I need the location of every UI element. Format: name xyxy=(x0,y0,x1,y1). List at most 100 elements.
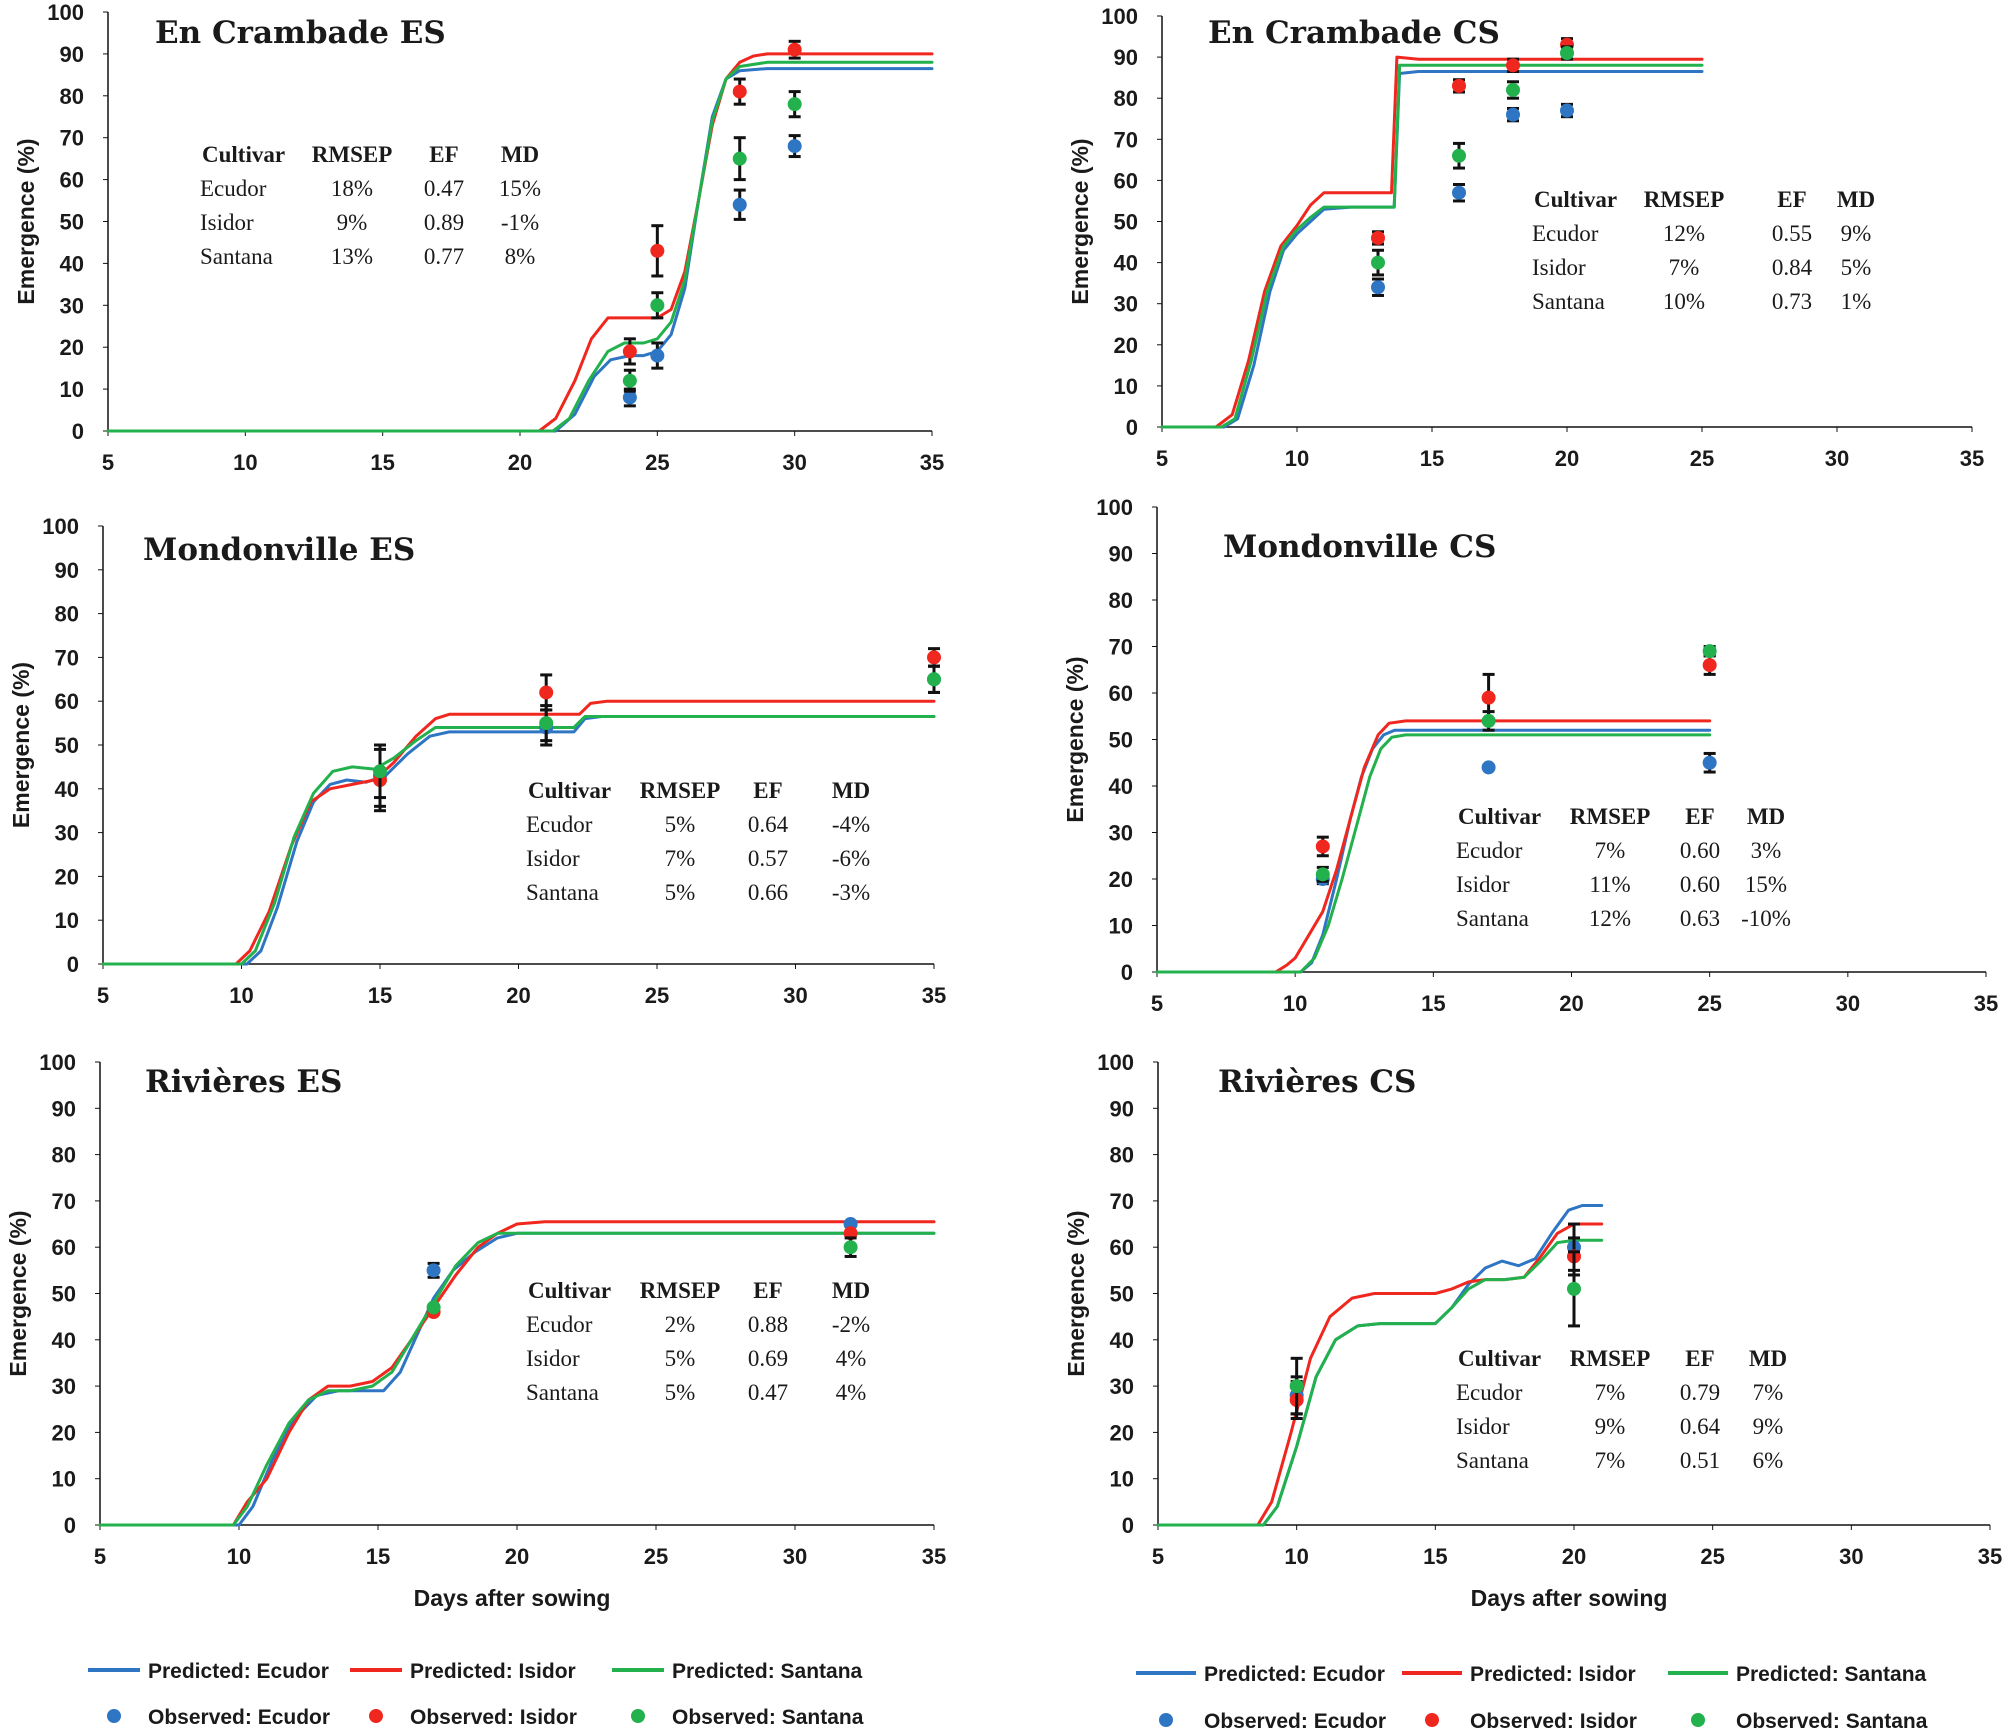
observed-point-isidor xyxy=(622,344,637,359)
stats-header: RMSEP xyxy=(1644,187,1725,212)
stats-header: RMSEP xyxy=(312,142,393,167)
observed-point-isidor xyxy=(1371,230,1385,245)
observed-point-santana xyxy=(732,151,747,166)
chart-title: Rivières CS xyxy=(1218,1064,1416,1100)
stats-cell: 0.79 xyxy=(1680,1380,1720,1405)
observed-point-ecudor xyxy=(1506,107,1520,122)
x-tick-label: 10 xyxy=(1284,1544,1308,1569)
stats-cell: 9% xyxy=(337,210,368,235)
y-tick-label: 40 xyxy=(52,1328,76,1353)
y-tick-label: 40 xyxy=(1114,251,1138,276)
y-tick-label: 0 xyxy=(1121,960,1133,985)
y-tick-label: 50 xyxy=(55,733,79,758)
stats-cell: 5% xyxy=(665,880,696,905)
stats-cell: Isidor xyxy=(1456,1414,1510,1439)
y-tick-label: 40 xyxy=(1109,774,1133,799)
y-tick-label: 90 xyxy=(55,558,79,583)
y-tick-label: 20 xyxy=(1109,867,1133,892)
stats-cell: 8% xyxy=(505,244,536,269)
stats-cell: 0.47 xyxy=(424,176,464,201)
y-tick-label: 0 xyxy=(64,1513,76,1538)
x-tick-label: 30 xyxy=(1825,446,1849,471)
y-tick-label: 30 xyxy=(55,821,79,846)
y-tick-label: 40 xyxy=(1110,1328,1134,1353)
y-tick-label: 50 xyxy=(1110,1282,1134,1307)
x-tick-label: 30 xyxy=(1836,991,1860,1016)
x-tick-label: 20 xyxy=(1562,1544,1586,1569)
legend-dot-isidor xyxy=(369,1709,383,1723)
observed-point-santana xyxy=(1371,255,1385,270)
stats-cell: 7% xyxy=(1595,1380,1626,1405)
x-tick-label: 25 xyxy=(1700,1544,1724,1569)
y-tick-label: 30 xyxy=(60,293,84,318)
observed-point-santana xyxy=(539,716,554,731)
x-tick-label: 30 xyxy=(783,983,807,1008)
y-tick-label: 30 xyxy=(1109,821,1133,846)
y-tick-label: 10 xyxy=(55,908,79,933)
stats-cell: 7% xyxy=(1669,255,1700,280)
stats-cell: 2% xyxy=(665,1312,696,1337)
legend-dot-santana xyxy=(631,1709,645,1723)
stats-cell: 0.47 xyxy=(748,1380,788,1405)
observed-point-ecudor xyxy=(426,1263,441,1278)
stats-cell: 9% xyxy=(1595,1414,1626,1439)
y-tick-label: 80 xyxy=(1114,86,1138,111)
chart-title: Mondonville ES xyxy=(143,532,415,568)
legend-label: Predicted: Ecudor xyxy=(1204,1663,1385,1686)
stats-header: RMSEP xyxy=(640,778,721,803)
legend-dot-ecudor xyxy=(107,1709,121,1723)
chart-title: En Crambade ES xyxy=(155,15,446,51)
x-tick-label: 30 xyxy=(1839,1544,1863,1569)
y-tick-label: 80 xyxy=(60,84,84,109)
stats-cell: Santana xyxy=(200,244,273,269)
stats-cell: 0.57 xyxy=(748,846,788,871)
stats-cell: -3% xyxy=(832,880,870,905)
y-tick-label: 90 xyxy=(1109,542,1133,567)
y-tick-label: 80 xyxy=(55,602,79,627)
predicted-line-santana xyxy=(106,60,934,433)
y-tick-label: 10 xyxy=(1114,374,1138,399)
stats-cell: Ecudor xyxy=(526,812,593,837)
y-tick-label: 10 xyxy=(1110,1467,1134,1492)
y-tick-label: 20 xyxy=(52,1420,76,1445)
y-tick-label: 100 xyxy=(42,514,79,539)
y-tick-label: 0 xyxy=(67,952,79,977)
stats-header: Cultivar xyxy=(1534,187,1617,212)
stats-cell: 5% xyxy=(665,1380,696,1405)
y-tick-label: 90 xyxy=(1110,1096,1134,1121)
predicted-line-santana xyxy=(101,715,936,966)
legend-dot-ecudor xyxy=(1159,1713,1173,1727)
stats-header: Cultivar xyxy=(1458,804,1541,829)
stats-header: EF xyxy=(429,142,458,167)
predicted-line-santana xyxy=(1155,733,1712,974)
x-tick-label: 10 xyxy=(1285,446,1309,471)
observed-point-isidor xyxy=(927,650,941,665)
stats-cell: 12% xyxy=(1663,221,1705,246)
chart-panel-1: 0 10 20 30 40 50 60 70 80 90 100 5 10 15 20 25 30 35 Emerg… xyxy=(13,0,944,475)
stats-cell: 6% xyxy=(1753,1448,1784,1473)
observed-point-isidor xyxy=(732,84,747,99)
stats-cell: 7% xyxy=(1753,1380,1784,1405)
x-tick-label: 15 xyxy=(1420,446,1444,471)
legend-label: Predicted: Santana xyxy=(1736,1663,1927,1686)
observed-point-santana xyxy=(1481,713,1496,728)
stats-cell: 1% xyxy=(1841,289,1872,314)
legend-dot-isidor xyxy=(1425,1713,1439,1727)
stats-cell: Isidor xyxy=(526,1346,580,1371)
stats-cell: 12% xyxy=(1589,906,1631,931)
stats-header: RMSEP xyxy=(1570,804,1651,829)
stats-cell: Ecudor xyxy=(526,1312,593,1337)
stats-cell: 0.63 xyxy=(1680,906,1720,931)
x-tick-label: 15 xyxy=(370,450,394,475)
y-tick-label: 60 xyxy=(52,1235,76,1260)
y-tick-label: 70 xyxy=(1109,635,1133,660)
predicted-line-ecudor xyxy=(1155,728,1712,974)
legend-label: Observed: Ecudor xyxy=(1204,1710,1386,1732)
stats-cell: 4% xyxy=(836,1380,867,1405)
observed-point-santana xyxy=(1702,644,1717,659)
y-tick-label: 30 xyxy=(52,1374,76,1399)
x-tick-label: 35 xyxy=(1978,1544,2002,1569)
stats-header: MD xyxy=(1747,804,1785,829)
stats-cell: 5% xyxy=(665,1346,696,1371)
